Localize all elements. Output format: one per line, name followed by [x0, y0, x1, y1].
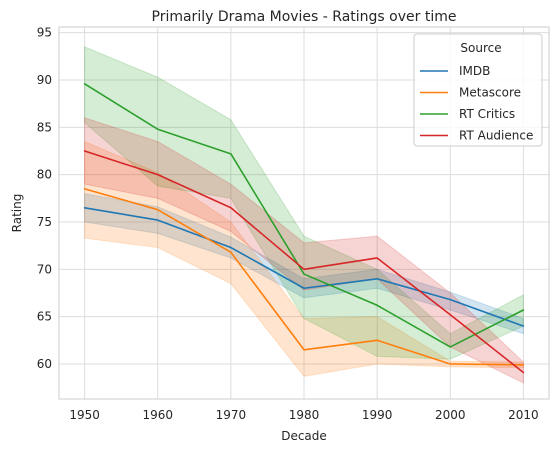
y-tick-label: 70 — [37, 262, 52, 276]
y-tick-label: 60 — [37, 357, 52, 371]
chart-title: Primarily Drama Movies - Ratings over ti… — [152, 9, 457, 25]
line-imdb — [83, 206, 525, 327]
band-imdb — [84, 193, 524, 335]
x-axis-label: Decade — [281, 429, 327, 443]
legend: Source IMDB Metascore RT Critics RT Audienc… — [413, 33, 543, 147]
line-rt-audience — [83, 150, 525, 374]
band-metascore — [84, 140, 524, 377]
legend-title: Source — [460, 41, 501, 55]
y-axis-label: Rating — [10, 194, 24, 233]
y-axis-ticks: 60 65 70 75 80 85 90 95 — [37, 26, 52, 371]
y-tick-label: 90 — [37, 73, 52, 87]
x-tick-label: 1970 — [216, 408, 247, 422]
y-tick-label: 85 — [37, 120, 52, 134]
plot-frame — [58, 26, 550, 400]
x-tick-label: 1980 — [289, 408, 320, 422]
x-tick-label: 1950 — [69, 408, 100, 422]
legend-label-imdb: IMDB — [459, 64, 490, 78]
x-axis-ticks: 1950 1960 1970 1980 1990 2000 2010 — [69, 408, 538, 422]
x-tick-label: 2010 — [508, 408, 539, 422]
legend-label-rt-critics: RT Critics — [459, 107, 515, 121]
x-tick-label: 2000 — [435, 408, 466, 422]
x-tick-label: 1960 — [142, 408, 173, 422]
y-tick-label: 65 — [37, 310, 52, 324]
legend-label-rt-audience: RT Audience — [459, 129, 533, 143]
y-tick-label: 95 — [37, 26, 52, 40]
series-lines — [83, 82, 525, 374]
band-rt-audience — [84, 117, 524, 384]
legend-label-metascore: Metascore — [459, 86, 521, 100]
line-metascore — [83, 188, 525, 366]
y-tick-label: 80 — [37, 168, 52, 182]
line-rt-critics — [83, 82, 525, 348]
y-tick-label: 75 — [37, 215, 52, 229]
x-tick-label: 1990 — [362, 408, 393, 422]
legend-box — [413, 33, 543, 147]
